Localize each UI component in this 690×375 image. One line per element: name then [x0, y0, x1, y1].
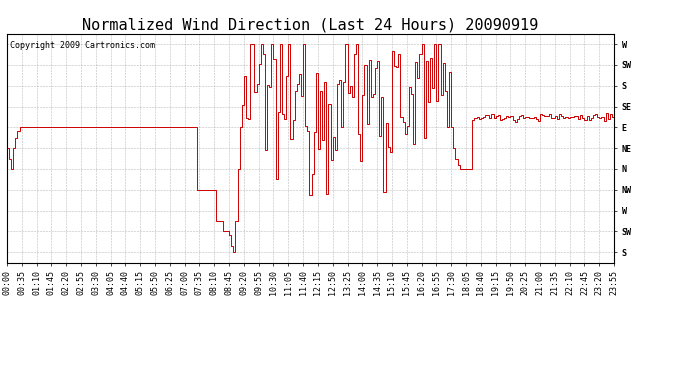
Title: Normalized Wind Direction (Last 24 Hours) 20090919: Normalized Wind Direction (Last 24 Hours…: [82, 18, 539, 33]
Text: Copyright 2009 Cartronics.com: Copyright 2009 Cartronics.com: [10, 40, 155, 50]
